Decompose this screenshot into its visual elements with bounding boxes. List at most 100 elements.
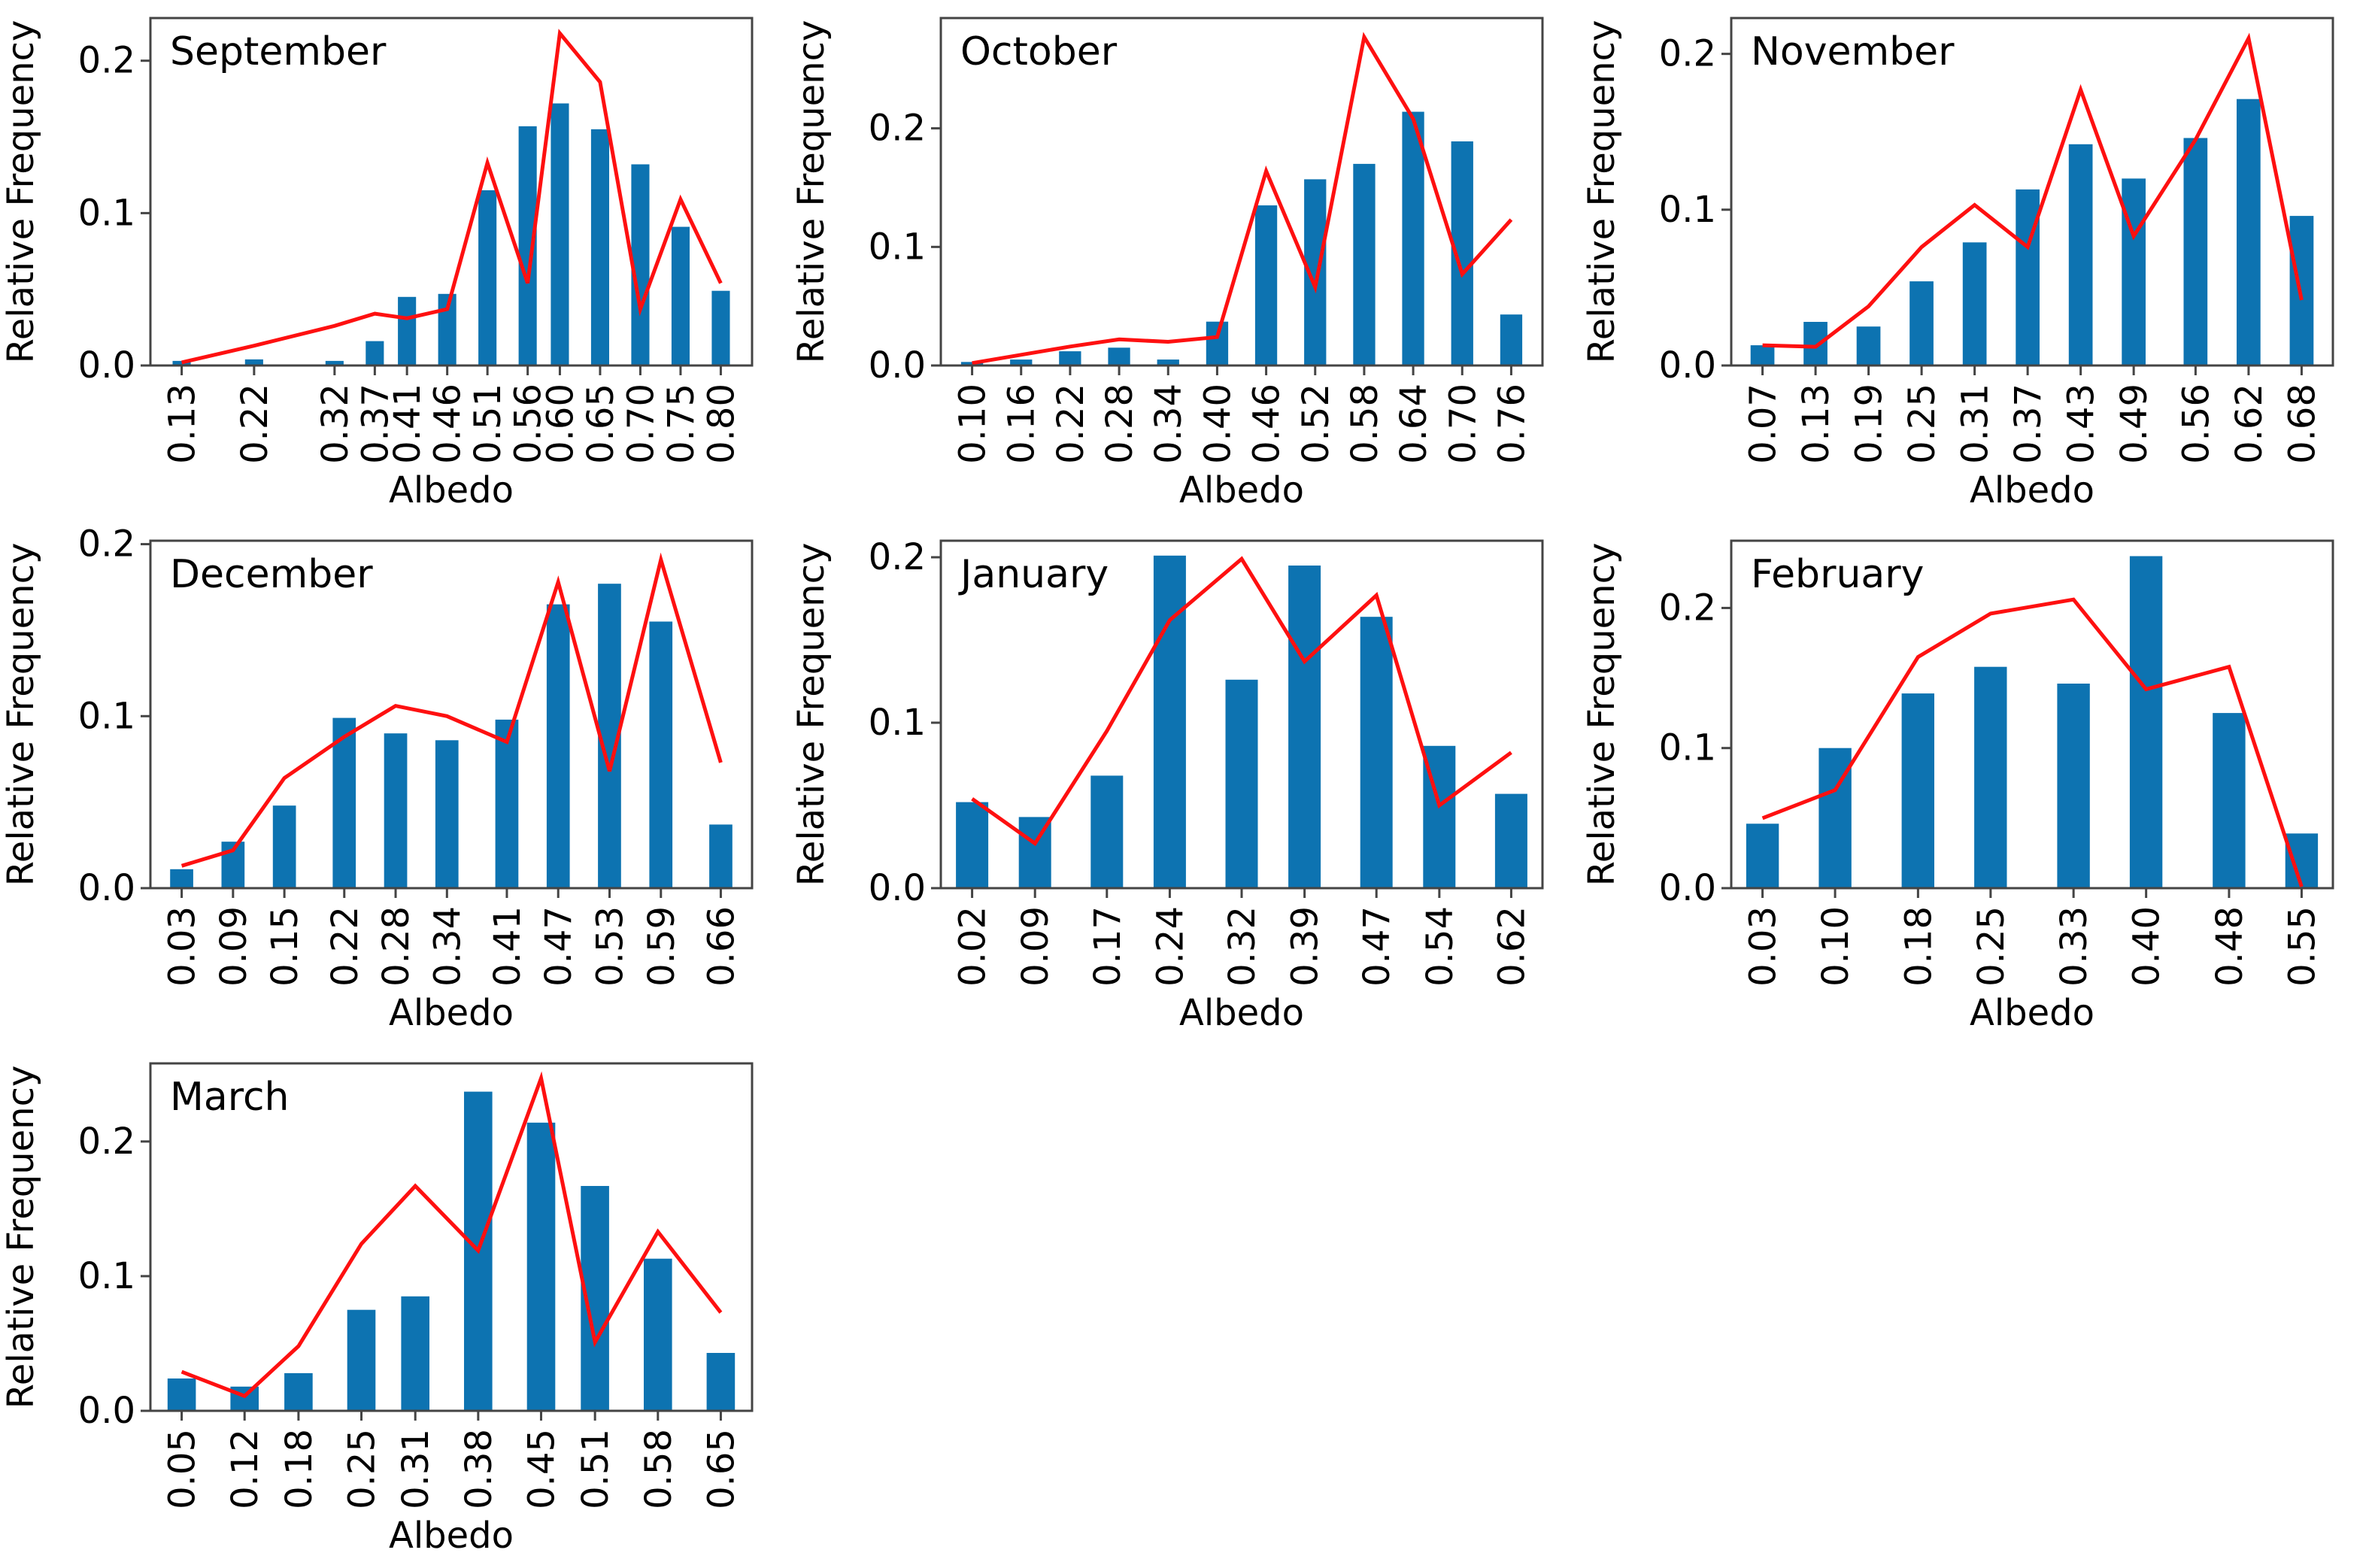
x-tick-label: 0.56 [2175,384,2217,464]
x-tick-label: 0.02 [952,906,994,987]
histogram-bar [167,1378,196,1411]
x-tick-label: 0.75 [660,384,702,464]
y-axis-label: Relative Frequency [0,1066,42,1409]
fit-line [180,1071,723,1399]
histogram-bars [167,1091,736,1411]
histogram-bar [1803,322,1828,365]
y-tick-label: 0.0 [78,344,135,387]
fit-line [972,32,1513,365]
histogram-bar [706,1353,736,1411]
chart-title: December [170,552,373,597]
histogram-bar [284,1372,313,1411]
histogram-bar [1206,321,1229,365]
x-tick-label: 0.70 [1442,384,1484,464]
histogram-bar [1288,566,1321,888]
x-tick-label: 0.25 [1970,906,2013,987]
chart-october: 0.0 0.1 0.2 0.10 0.16 0.22 0.28 0.34 0.40 0.46 0.5… [790,0,1581,523]
x-tick-label: 0.62 [2228,384,2270,464]
y-tick-label: 0.1 [1659,189,1716,231]
chart-canvas: 0.0 0.1 0.2 0.03 0.10 0.18 0.25 0.33 0.40 0.48 0.5… [1581,539,2334,1034]
x-tick-label: 0.41 [387,384,429,464]
x-tick-label: 0.32 [314,384,356,464]
histogram-bar [1746,823,1779,888]
histogram-bar [2237,99,2261,365]
x-axis-label: Albedo [1970,992,2094,1034]
x-tick-label: 0.18 [1897,906,1940,987]
histogram-bar [956,802,989,888]
x-tick-label: 0.43 [2061,384,2103,464]
histogram-bar [1402,111,1424,365]
x-tick-label: 0.58 [638,1429,680,1509]
x-tick-label: 0.51 [575,1429,617,1509]
histogram-bars [1746,556,2319,888]
x-tick-label: 0.32 [1221,906,1263,987]
y-axis-label: Relative Frequency [790,20,833,364]
histogram-bar [398,296,417,365]
chart-canvas: 0.0 0.1 0.2 0.03 0.09 0.15 0.22 0.28 0.34 0.41 0.4… [0,523,754,1034]
y-tick-label: 0.2 [1659,587,1716,629]
x-tick-label: 0.10 [952,384,994,464]
histogram-bar [2057,684,2090,888]
x-axis-label: Albedo [1179,992,1304,1034]
x-tick-label: 0.49 [2113,384,2155,464]
histogram-bar [960,362,984,365]
histogram-bar [711,290,730,365]
x-tick-label: 0.22 [324,906,366,987]
axes-frame [149,17,754,367]
histogram-bar [1225,679,1258,888]
histogram-bar [590,129,609,365]
x-tick-label: 0.16 [1001,384,1043,464]
y-axis-label: Relative Frequency [0,543,42,887]
x-tick-label: 0.34 [426,906,469,987]
histogram-bar [1909,281,1934,365]
y-tick-label: 0.2 [78,523,135,566]
x-tick-label: 0.51 [467,384,509,464]
y-tick-label: 0.2 [869,108,926,150]
histogram-bar [2289,216,2314,365]
x-tick-label: 0.03 [1743,906,1785,987]
y-tick-label: 0.0 [78,867,135,909]
x-tick-label: 0.10 [1815,906,1857,987]
y-axis-label: Relative Frequency [1581,20,1623,364]
histogram-bar [1059,351,1081,365]
x-tick-label: 0.19 [1849,384,1891,464]
histogram-bars [170,584,733,888]
histogram-bar [1090,775,1124,888]
x-tick-label: 0.13 [162,384,204,464]
fit-line [971,556,1512,847]
histogram-bar [1750,345,1775,365]
x-tick-label: 0.22 [1050,384,1092,464]
histogram-bar [1360,617,1393,888]
histogram-bars [960,111,1523,365]
chart-march: 0.0 0.1 0.2 0.05 0.12 0.18 0.25 0.31 0.38 0.45 0.5… [0,1045,790,1568]
histogram-bar [1010,359,1033,365]
x-tick-label: 0.47 [1356,906,1398,987]
y-tick-label: 0.1 [869,226,926,268]
histogram-bar [2183,138,2208,365]
x-tick-label: 0.45 [521,1429,563,1509]
histogram-bar [401,1296,429,1411]
x-tick-label: 0.05 [162,1429,204,1509]
chart-canvas: 0.0 0.1 0.2 0.07 0.13 0.19 0.25 0.31 0.37 0.43 0.4… [1581,17,2334,511]
x-tick-label: 0.37 [2007,384,2049,464]
x-tick-label: 0.46 [427,384,469,464]
x-tick-label: 0.65 [700,1429,742,1509]
chart-november: 0.0 0.1 0.2 0.07 0.13 0.19 0.25 0.31 0.37 0.43 0.4… [1581,0,2371,523]
histogram-bar [495,719,519,888]
x-axis-label: Albedo [389,992,514,1034]
histogram-bar [244,359,263,365]
x-tick-label: 0.59 [641,906,683,987]
x-tick-label: 0.17 [1087,906,1129,987]
histogram-bar [170,869,193,888]
x-tick-label: 0.55 [2281,906,2323,987]
histogram-bars [1750,99,2314,366]
chart-canvas: 0.0 0.1 0.2 0.02 0.09 0.17 0.24 0.32 0.39 0.47 0.5… [790,536,1544,1034]
histogram-bar [1494,793,1527,888]
histogram-bar [272,805,296,888]
chart-canvas: 0.0 0.1 0.2 0.05 0.12 0.18 0.25 0.31 0.38 0.45 0.5… [0,1062,754,1557]
axes-frame [149,1062,754,1412]
histogram-bar [551,103,569,365]
histogram-bar [1856,326,1881,365]
chart-title: September [170,29,387,74]
